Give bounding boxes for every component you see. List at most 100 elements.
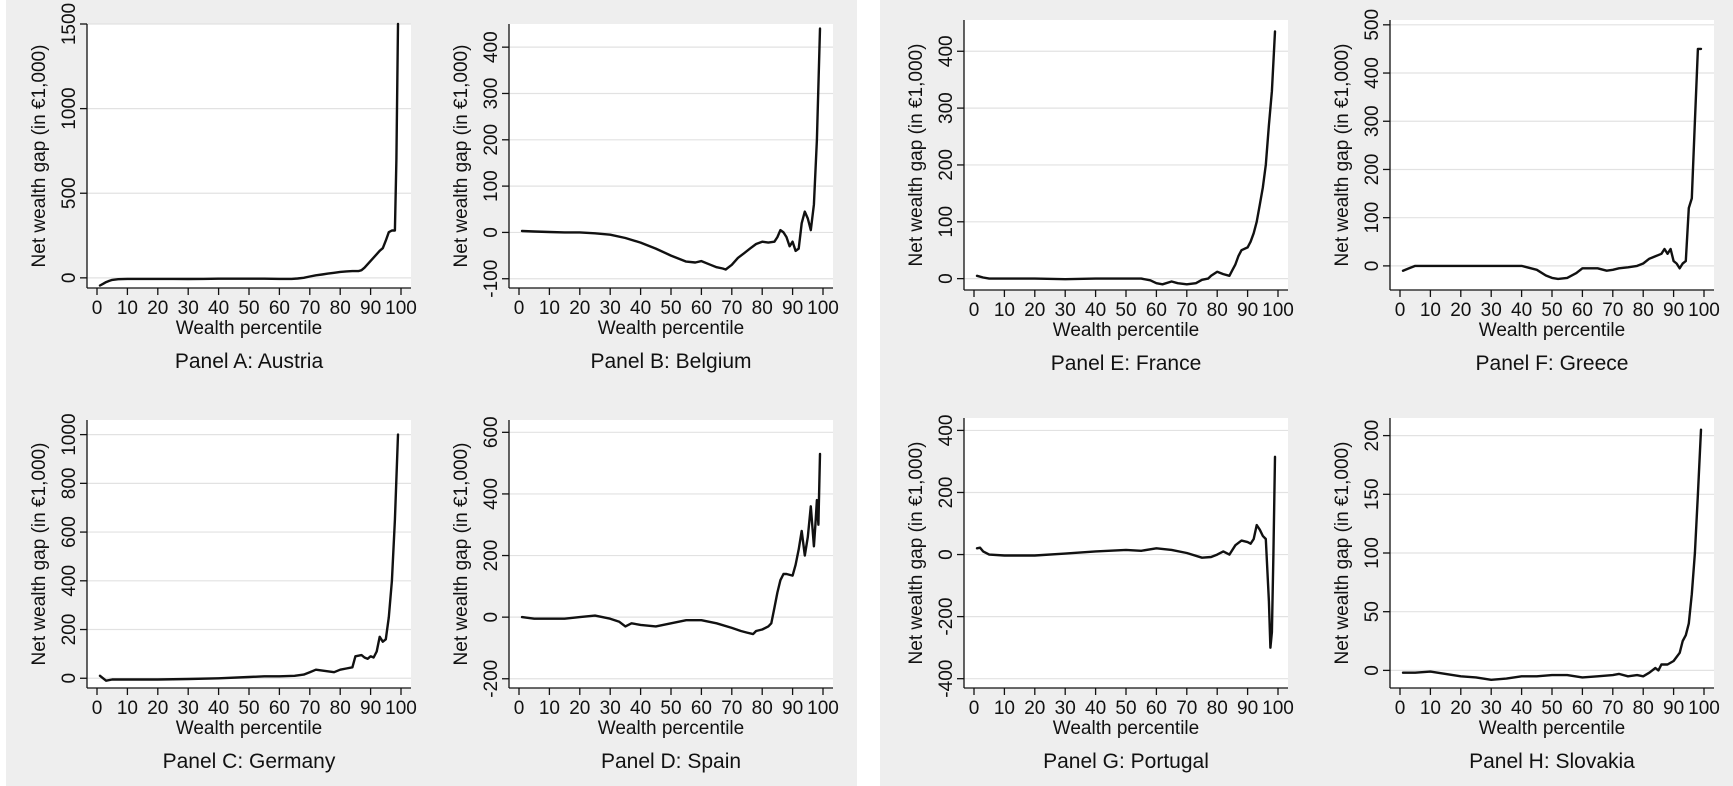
- x-tick-label: 60: [691, 298, 712, 319]
- y-tick-label: 1000: [59, 87, 80, 129]
- y-tick-label: 800: [59, 467, 80, 499]
- y-tick-label: 0: [59, 673, 80, 684]
- y-tick-label: 400: [936, 415, 957, 447]
- x-tick-label: 20: [147, 698, 168, 719]
- x-tick-label: 100: [385, 298, 417, 319]
- x-tick-label: 20: [1024, 698, 1045, 719]
- x-tick-label: 40: [1511, 698, 1532, 719]
- x-tick-label: 40: [208, 698, 229, 719]
- x-tick-label: 40: [630, 298, 651, 319]
- x-tick-label: 90: [1663, 300, 1684, 321]
- x-tick-label: 80: [330, 298, 351, 319]
- x-tick-label: 40: [1511, 300, 1532, 321]
- y-tick-label: 150: [1362, 478, 1383, 510]
- x-tick-label: 80: [1207, 300, 1228, 321]
- y-tick-label: 200: [1362, 420, 1383, 452]
- x-tick-label: 30: [178, 298, 199, 319]
- x-tick-label: 100: [1688, 698, 1720, 719]
- x-tick-label: 20: [569, 698, 590, 719]
- x-tick-label: 20: [1024, 300, 1045, 321]
- x-tick-label: 50: [238, 698, 259, 719]
- chart-panel-d: -200 0 200 400 600 0 10 20 30 40 50 60 70 80 90 100 Weal…: [451, 416, 839, 773]
- x-tick-label: 50: [660, 298, 681, 319]
- x-tick-label: 0: [1395, 300, 1406, 321]
- x-tick-label: 80: [1633, 698, 1654, 719]
- x-tick-label: 60: [1146, 698, 1167, 719]
- series-line: [975, 455, 1277, 649]
- x-axis-label: Wealth percentile: [598, 718, 744, 739]
- x-axis-label: Wealth percentile: [1479, 718, 1625, 739]
- y-tick-label: 0: [59, 273, 80, 284]
- y-tick-label: 200: [936, 477, 957, 509]
- x-tick-label: 20: [1450, 698, 1471, 719]
- y-tick-label: 300: [936, 92, 957, 124]
- chart-panel-c: 0 200 400 600 800 1000 0 10 20 30 40 50 60 70 80 90 100 W…: [29, 413, 417, 773]
- panel-caption: Panel D: Spain: [601, 750, 741, 773]
- y-axis-label: Net wealth gap (in €1,000): [1332, 44, 1353, 267]
- x-tick-label: 90: [1237, 300, 1258, 321]
- x-tick-label: 0: [1395, 698, 1406, 719]
- panel-caption: Panel A: Austria: [175, 350, 324, 373]
- x-tick-label: 100: [1262, 300, 1294, 321]
- y-tick-label: 600: [59, 516, 80, 548]
- plot-area: [1390, 20, 1714, 290]
- chart-panel-g: -400 -200 0 200 400 0 10 20 30 40 50 60 70 80 90 100 Wea…: [906, 415, 1294, 773]
- x-tick-label: 0: [92, 698, 103, 719]
- x-tick-label: 100: [807, 298, 839, 319]
- x-tick-label: 70: [299, 698, 320, 719]
- y-axis-label: Net wealth gap (in €1,000): [906, 44, 927, 267]
- y-tick-label: -200: [936, 598, 957, 636]
- series-line: [975, 30, 1277, 286]
- series-line: [520, 452, 822, 636]
- x-tick-label: 80: [330, 698, 351, 719]
- x-tick-label: 100: [807, 698, 839, 719]
- x-tick-label: 100: [385, 698, 417, 719]
- x-tick-label: 50: [660, 698, 681, 719]
- x-tick-label: 10: [539, 298, 560, 319]
- y-tick-label: 200: [59, 614, 80, 646]
- y-tick-label: 0: [936, 549, 957, 560]
- y-tick-label: -400: [936, 660, 957, 698]
- y-axis-label: Net wealth gap (in €1,000): [1332, 442, 1353, 665]
- y-tick-label: 200: [481, 540, 502, 572]
- x-tick-label: 30: [600, 698, 621, 719]
- x-tick-label: 0: [969, 698, 980, 719]
- y-tick-label: 300: [1362, 105, 1383, 137]
- x-tick-label: 70: [1602, 300, 1623, 321]
- x-tick-label: 50: [1115, 698, 1136, 719]
- x-tick-label: 70: [1176, 698, 1197, 719]
- x-tick-label: 70: [721, 298, 742, 319]
- x-tick-label: 80: [1207, 698, 1228, 719]
- x-tick-label: 90: [1237, 698, 1258, 719]
- series-line: [98, 22, 400, 287]
- x-tick-label: 80: [752, 298, 773, 319]
- y-tick-label: 100: [1362, 202, 1383, 234]
- x-tick-label: 90: [360, 698, 381, 719]
- y-tick-label: 400: [481, 478, 502, 510]
- plot-area: [509, 420, 833, 688]
- x-tick-label: 60: [691, 698, 712, 719]
- series-line: [1401, 47, 1703, 281]
- panel-caption: Panel E: France: [1051, 352, 1202, 375]
- x-tick-label: 10: [539, 698, 560, 719]
- y-tick-label: 300: [481, 78, 502, 110]
- x-tick-label: 10: [1420, 698, 1441, 719]
- y-axis-label: Net wealth gap (in €1,000): [451, 45, 472, 268]
- y-tick-label: 400: [1362, 57, 1383, 89]
- y-tick-label: 500: [1362, 9, 1383, 41]
- y-tick-label: 400: [481, 31, 502, 63]
- y-tick-label: 50: [1362, 601, 1383, 622]
- y-tick-label: -100: [481, 260, 502, 298]
- x-tick-label: 10: [994, 698, 1015, 719]
- x-tick-label: 70: [1602, 698, 1623, 719]
- y-axis-label: Net wealth gap (in €1,000): [29, 443, 50, 666]
- x-axis-label: Wealth percentile: [1479, 320, 1625, 341]
- y-tick-label: 0: [936, 273, 957, 284]
- x-tick-label: 20: [569, 298, 590, 319]
- y-tick-label: 100: [936, 206, 957, 238]
- x-tick-label: 20: [1450, 300, 1471, 321]
